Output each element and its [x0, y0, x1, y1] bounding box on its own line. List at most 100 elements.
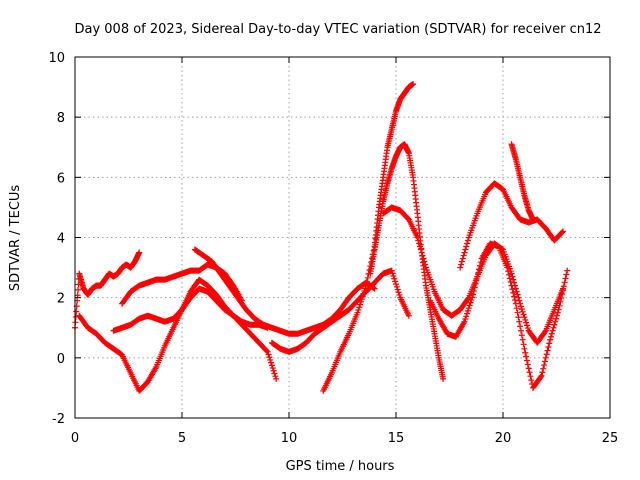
data-point	[472, 280, 479, 287]
data-point	[549, 327, 556, 334]
data-point	[525, 365, 532, 372]
data-point	[518, 306, 525, 313]
data-point	[463, 243, 470, 250]
y-tick-label: 0	[57, 352, 65, 367]
data-point	[529, 216, 536, 223]
data-point	[514, 309, 521, 316]
y-tick-label: 8	[57, 111, 65, 126]
data-points	[72, 81, 571, 394]
data-point	[419, 252, 426, 259]
data-point	[361, 288, 368, 295]
data-point	[268, 362, 275, 369]
data-point	[468, 297, 475, 304]
data-point	[392, 278, 399, 285]
series-track-4	[110, 285, 271, 334]
data-point	[470, 288, 477, 295]
data-point	[505, 268, 512, 275]
data-point	[523, 353, 530, 360]
data-point	[542, 354, 549, 361]
data-point	[527, 373, 534, 380]
series-track-2	[76, 276, 280, 394]
data-point	[511, 297, 518, 304]
data-point	[420, 255, 427, 262]
data-point	[518, 332, 525, 339]
data-point	[464, 307, 471, 314]
data-point	[267, 356, 274, 363]
data-point	[460, 252, 467, 259]
data-point	[415, 237, 422, 244]
data-point	[476, 262, 483, 269]
data-point	[505, 271, 512, 278]
data-point	[563, 271, 570, 278]
x-tick-label: 5	[178, 431, 186, 446]
series-track-6	[268, 267, 412, 355]
data-point	[458, 261, 465, 268]
data-point	[461, 318, 468, 325]
data-point	[523, 357, 530, 364]
y-tick-label: -2	[52, 412, 65, 427]
data-point	[504, 264, 511, 271]
data-point	[355, 307, 362, 314]
data-point	[393, 283, 400, 290]
data-point	[391, 275, 398, 282]
data-point	[519, 308, 526, 315]
y-tick-label: 10	[48, 51, 65, 66]
data-point	[551, 321, 558, 328]
data-point	[538, 372, 545, 379]
data-point	[543, 351, 550, 358]
data-point	[557, 298, 564, 305]
data-point	[564, 267, 571, 274]
data-point	[552, 318, 559, 325]
data-point	[550, 324, 557, 331]
data-point	[477, 259, 484, 266]
data-point	[553, 312, 560, 319]
data-point	[417, 246, 424, 253]
data-point	[416, 240, 423, 247]
data-point	[467, 299, 474, 306]
data-point	[357, 298, 364, 305]
data-point	[521, 345, 528, 352]
data-point	[440, 375, 447, 382]
data-point	[475, 269, 482, 276]
data-point	[466, 302, 473, 309]
data-point	[559, 228, 566, 235]
data-point	[396, 291, 403, 298]
chart-title: Day 008 of 2023, Sidereal Day-to-day VTE…	[74, 22, 601, 37]
data-point	[357, 301, 364, 308]
data-point	[541, 358, 548, 365]
data-point	[511, 279, 518, 286]
data-point	[265, 351, 272, 358]
data-point	[263, 347, 270, 354]
data-point	[519, 336, 526, 343]
data-point	[510, 289, 517, 296]
data-point	[547, 333, 554, 340]
data-point	[473, 277, 480, 284]
data-point	[363, 278, 370, 285]
x-tick-label: 10	[281, 431, 298, 446]
data-point	[271, 370, 278, 377]
data-point	[520, 341, 527, 348]
data-point	[560, 283, 567, 290]
data-point	[268, 359, 275, 366]
data-point	[464, 310, 471, 317]
data-point	[553, 315, 560, 322]
data-point	[506, 275, 513, 282]
data-point	[418, 249, 425, 256]
data-point	[73, 308, 80, 315]
data-point	[512, 285, 519, 292]
data-point	[74, 286, 81, 293]
data-point	[507, 279, 514, 286]
series-track-12	[508, 141, 536, 223]
data-point	[393, 281, 399, 288]
y-tick-label: 4	[57, 232, 65, 247]
data-point	[465, 305, 472, 312]
data-point	[136, 249, 143, 256]
data-point	[395, 289, 402, 296]
data-point	[524, 361, 531, 368]
data-point	[421, 258, 428, 265]
data-point	[371, 285, 378, 292]
data-point	[359, 293, 366, 300]
data-point	[513, 305, 520, 312]
data-point	[526, 369, 533, 376]
data-point	[389, 270, 396, 277]
